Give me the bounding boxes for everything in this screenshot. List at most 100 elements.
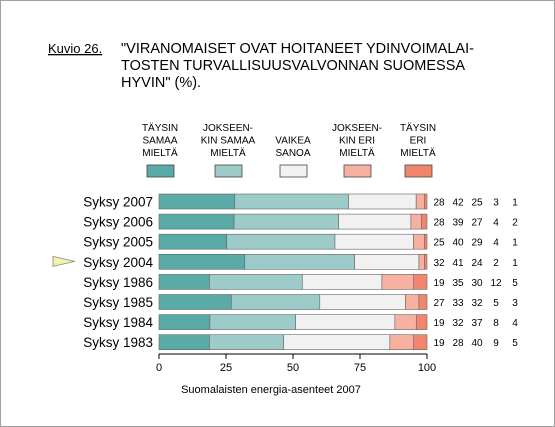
highlight-marker	[52, 255, 76, 267]
category-label: Syksy 2004	[83, 255, 153, 270]
bar-segment	[158, 213, 235, 230]
bar-segment	[410, 213, 422, 230]
bar-segment	[158, 233, 227, 250]
value-label: 27	[433, 298, 445, 309]
value-label: 25	[471, 198, 483, 209]
legend-swatch	[279, 164, 308, 178]
bar-segment	[295, 314, 396, 330]
value-label: 24	[471, 258, 483, 269]
legend-label-line: MIELTÄ	[142, 147, 178, 159]
x-tick-label: 100	[418, 362, 436, 374]
x-tick-label: 50	[287, 362, 299, 374]
chart-footer: Suomalaisten energia-asenteet 2007	[181, 384, 361, 396]
title-line-1: "VIRANOMAISET OVAT HOITANEET YDINVOIMALA…	[121, 41, 474, 57]
value-label: 4	[493, 218, 499, 229]
figure-label: Kuvio 26.	[48, 41, 102, 56]
value-labels: 28 42 25 3 128 39 27 4 225 40 29 4 132 41 24 2 119 35 30 12…	[433, 198, 518, 350]
category-label: Syksy 1986	[83, 275, 153, 290]
bar-segment	[413, 233, 425, 250]
category-label: Syksy 2005	[83, 235, 153, 250]
bar-segment	[338, 213, 412, 230]
value-label: 2	[512, 218, 518, 229]
bar-segment	[209, 314, 296, 330]
value-label: 28	[433, 198, 445, 209]
bar-segment	[394, 314, 417, 330]
legend-label-line: ERI	[410, 136, 427, 147]
value-label: 1	[512, 198, 518, 209]
value-label: 25	[433, 238, 445, 249]
bar-segment	[389, 334, 415, 351]
legend-swatch	[214, 164, 243, 178]
value-label: 40	[471, 338, 483, 349]
bar-segment	[418, 254, 425, 270]
value-label: 28	[452, 338, 464, 349]
value-label: 1	[512, 238, 518, 249]
bar-segment	[418, 294, 428, 310]
value-label: 29	[471, 238, 483, 249]
legend-label-line: JOKSEEN-	[203, 123, 253, 134]
value-label: 35	[452, 278, 464, 289]
bar-segment	[405, 294, 420, 310]
bar-segment	[381, 274, 415, 290]
value-label: 37	[471, 318, 483, 329]
bar-segment	[334, 233, 414, 250]
value-label: 19	[433, 318, 445, 329]
bar-segment	[301, 274, 383, 290]
x-tick-label: 75	[354, 362, 366, 374]
bar-segment	[283, 334, 391, 351]
legend-label-line: MIELTÄ	[339, 147, 375, 159]
bar-segment	[421, 213, 428, 230]
title-line-2: TOSTEN TURVALLISUUSVALVONNAN SUOMESSA	[121, 58, 465, 74]
title-line-3: HYVIN" (%).	[121, 75, 201, 91]
bar-segment	[415, 193, 425, 210]
legend-label-line: VAIKEA	[275, 136, 311, 147]
value-label: 8	[493, 318, 499, 329]
bar-segment	[158, 193, 236, 210]
value-label: 27	[471, 218, 483, 229]
value-label: 28	[433, 218, 445, 229]
value-label: 40	[452, 238, 464, 249]
bar-segment	[158, 254, 246, 270]
value-label: 19	[433, 278, 445, 289]
value-label: 4	[493, 238, 499, 249]
bar-segment	[348, 193, 417, 210]
value-label: 4	[512, 318, 518, 329]
category-label: Syksy 1984	[83, 315, 153, 330]
stacked-bars	[158, 193, 428, 351]
category-label: Syksy 2006	[83, 215, 153, 230]
bar-segment	[424, 254, 428, 270]
value-label: 32	[471, 298, 483, 309]
value-label: 5	[493, 298, 499, 309]
value-label: 19	[433, 338, 445, 349]
legend-label-line: SAMAA	[142, 136, 177, 147]
bar-segment	[423, 233, 428, 250]
bar-segment	[226, 233, 336, 250]
legend-label-line: TÄYSIN	[142, 122, 178, 134]
value-label: 3	[493, 198, 499, 209]
value-label: 32	[433, 258, 445, 269]
legend-label-line: KIN ERI	[339, 136, 375, 147]
value-label: 33	[452, 298, 464, 309]
x-axis: 0 25 50 75 100	[156, 353, 436, 374]
bar-segment	[234, 193, 349, 210]
value-label: 41	[452, 258, 464, 269]
value-label: 2	[493, 258, 499, 269]
legend-label-line: MIELTÄ	[400, 147, 436, 159]
value-label: 39	[452, 218, 464, 229]
value-label: 3	[512, 298, 518, 309]
value-label: 9	[493, 338, 499, 349]
legend-label-line: JOKSEEN-	[332, 123, 382, 134]
bar-segment	[244, 254, 355, 270]
x-tick-label: 25	[220, 362, 232, 374]
bar-segment	[413, 274, 428, 290]
value-label: 12	[490, 278, 502, 289]
bar-segment	[158, 274, 210, 290]
legend-swatch	[146, 164, 175, 178]
bar-segment	[319, 294, 406, 310]
value-label: 5	[512, 338, 518, 349]
bar-segment	[354, 254, 420, 270]
bar-segment	[415, 314, 428, 330]
category-label: Syksy 2007	[83, 195, 153, 210]
